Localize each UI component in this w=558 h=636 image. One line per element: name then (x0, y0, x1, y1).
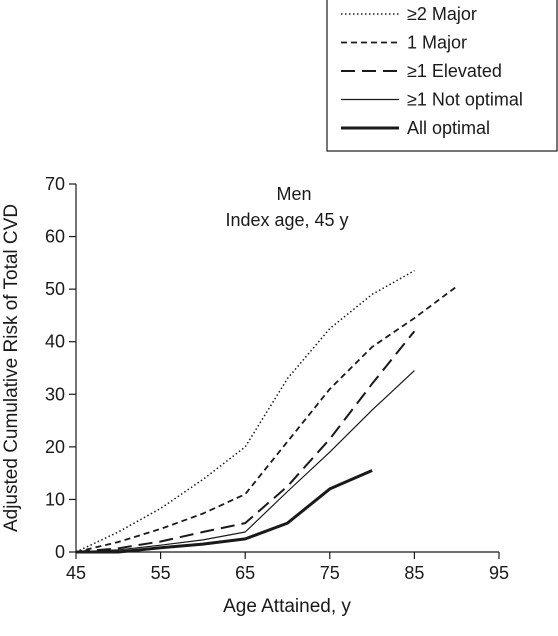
y-tick-label: 40 (45, 332, 65, 352)
axes: 0 10 20 30 40 50 60 70 45 55 65 75 85 95 (45, 174, 509, 583)
y-tick-label: 20 (45, 437, 65, 457)
x-tick-label: 55 (151, 563, 171, 583)
y-tick-label: 10 (45, 489, 65, 509)
x-tick-label: 75 (320, 563, 340, 583)
x-axis-label: Age Attained, y (223, 596, 351, 617)
series-line-ge2-major (75, 270, 415, 553)
series-line-1-major (75, 285, 458, 553)
legend-label-ge1-elevated: ≥1 Elevated (407, 61, 502, 81)
y-tick-label: 70 (45, 174, 65, 194)
y-tick-label: 30 (45, 384, 65, 404)
x-tick-label: 95 (489, 563, 509, 583)
y-tick-label: 60 (45, 227, 65, 247)
x-tick-label: 85 (404, 563, 424, 583)
chart-annotation: Men Index age, 45 y (225, 184, 348, 230)
y-tick-label: 50 (45, 279, 65, 299)
series-layer (75, 270, 458, 554)
annotation-line-index-age: Index age, 45 y (225, 210, 348, 230)
series-line-all-optimal (76, 469, 373, 554)
legend-label-1-major: 1 Major (407, 33, 467, 53)
legend: ≥2 Major 1 Major ≥1 Elevated ≥1 Not optimal… (326, 0, 558, 152)
x-tick-label: 45 (66, 563, 86, 583)
legend-label-ge2-major: ≥2 Major (407, 4, 477, 24)
legend-label-ge1-not-optimal: ≥1 Not optimal (407, 90, 523, 110)
y-axis-label: Adjusted Cumulative Risk of Total CVD (1, 204, 22, 532)
x-tick-label: 65 (235, 563, 255, 583)
legend-label-all-optimal: All optimal (407, 118, 490, 138)
y-tick-label: 0 (55, 542, 65, 562)
annotation-line-men: Men (276, 184, 311, 204)
series-line-ge1-elevated (75, 330, 416, 553)
legend-box (326, 0, 558, 152)
series-line-ge1-not-optimal (75, 370, 415, 553)
